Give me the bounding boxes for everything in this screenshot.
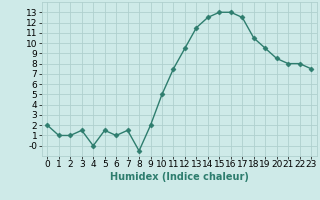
X-axis label: Humidex (Indice chaleur): Humidex (Indice chaleur) — [110, 172, 249, 182]
